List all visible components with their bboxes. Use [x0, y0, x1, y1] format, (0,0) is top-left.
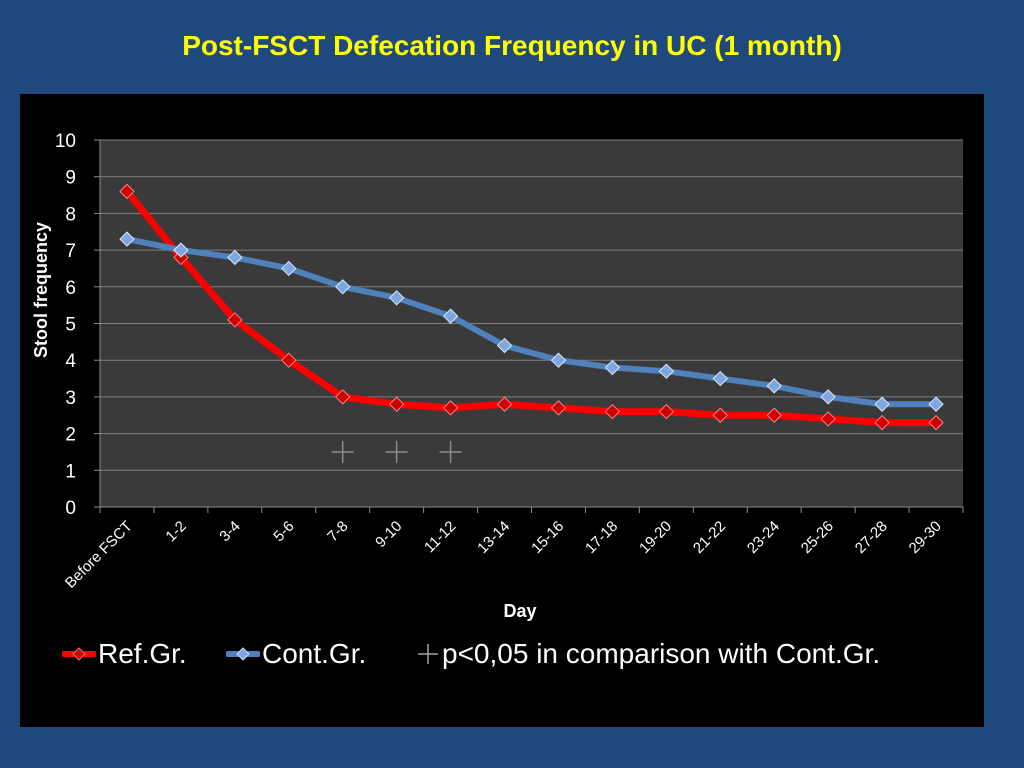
x-tick-label: 7-8: [324, 518, 351, 545]
data-point-ref: [227, 312, 243, 328]
legend-item-cont: Cont.Gr.: [226, 638, 366, 670]
x-tick-labels: Before FSCT 1-2 3-4 5-6 7-8 9-10 11-12 13-14 15-…: [62, 507, 964, 592]
data-point-cont: [442, 308, 459, 324]
x-tick-label: 27-28: [852, 518, 891, 557]
series-line-ref: [123, 187, 940, 427]
legend-swatch-ref: [62, 647, 96, 661]
data-point-cont: [550, 352, 567, 368]
x-tick-label: Before FSCT: [62, 518, 136, 592]
y-tick-label: 5: [65, 315, 76, 336]
legend-label-ref: Ref.Gr.: [98, 638, 187, 669]
data-point-cont: [335, 279, 351, 295]
x-tick-label: 21-22: [690, 518, 729, 557]
x-tick-label: 19-20: [636, 518, 675, 557]
y-tick-label: 4: [65, 351, 76, 372]
y-tick-label: 3: [65, 388, 76, 409]
x-tick-label: 17-18: [582, 518, 621, 557]
legend-item-ref: Ref.Gr.: [62, 638, 187, 670]
y-tick-label: 7: [65, 241, 76, 262]
data-point-cont: [604, 359, 621, 376]
x-tick-label: 5-6: [270, 518, 297, 545]
x-tick-label: 23-24: [744, 518, 783, 557]
legend-label-cont: Cont.Gr.: [262, 638, 367, 669]
plus-icon: [418, 644, 438, 664]
data-point-ref: [335, 389, 351, 405]
data-point-ref: [496, 396, 513, 412]
data-point-cont: [119, 231, 135, 247]
x-tick-label: 13-14: [474, 518, 513, 557]
data-point-ref: [388, 396, 405, 412]
y-tick-label: 8: [65, 204, 76, 225]
data-point-cont: [496, 337, 513, 354]
y-tick-label: 2: [65, 425, 76, 446]
data-point-ref: [874, 414, 890, 431]
y-tick-label: 1: [65, 461, 76, 482]
data-point-cont: [658, 363, 675, 379]
significance-plus-mark: [385, 440, 408, 463]
data-point-ref: [442, 400, 459, 416]
y-tick-label: 6: [65, 278, 76, 299]
data-point-ref: [604, 403, 621, 420]
data-point-cont: [173, 242, 189, 258]
x-tick-label: 1-2: [162, 518, 189, 545]
data-point-cont: [928, 396, 944, 412]
x-tick-label: 25-26: [798, 518, 837, 557]
data-point-cont: [388, 290, 405, 306]
significance-plus-mark: [331, 440, 354, 463]
x-tick-label: 11-12: [421, 518, 459, 556]
x-tick-label: 29-30: [906, 518, 945, 557]
y-tick-label: 0: [65, 498, 76, 519]
data-point-ref: [712, 407, 728, 423]
y-tick-labels: 0 1 2 3 4 5 6 7 8 9 10: [55, 131, 77, 519]
y-tick-label: 10: [55, 131, 76, 152]
y-tick-label: 9: [65, 168, 76, 189]
data-point-ref: [658, 403, 675, 420]
x-tick-label: 9-10: [372, 518, 405, 551]
data-point-ref: [119, 183, 135, 200]
data-point-cont: [712, 370, 728, 387]
data-point-ref: [281, 352, 297, 368]
x-tick-label: 15-16: [528, 518, 567, 557]
legend-swatch-cont: [226, 647, 260, 661]
data-point-cont: [227, 249, 243, 266]
data-point-cont: [820, 389, 836, 405]
y-axis-title: Stool frequency: [31, 222, 51, 358]
data-point-ref: [928, 414, 944, 431]
legend-label-significance: p<0,05 in comparison with Cont.Gr.: [442, 638, 881, 669]
x-axis-title: Day: [503, 601, 536, 621]
data-point-cont: [281, 260, 297, 277]
significance-marks: [331, 440, 462, 463]
data-point-ref: [550, 400, 567, 416]
chart-title: Post-FSCT Defecation Frequency in UC (1 …: [182, 30, 842, 61]
significance-plus-mark: [439, 440, 462, 463]
data-point-cont: [766, 378, 782, 394]
series-line-cont: [123, 236, 940, 408]
data-point-ref: [820, 411, 836, 427]
legend-item-significance: p<0,05 in comparison with Cont.Gr.: [416, 638, 880, 670]
legend: Ref.Gr. Cont.Gr. p<0,05 in comparison wi…: [0, 638, 1024, 678]
data-point-ref: [766, 407, 782, 423]
x-tick-label: 3-4: [216, 518, 243, 545]
data-point-cont: [874, 396, 890, 412]
series-layer: [119, 183, 944, 431]
